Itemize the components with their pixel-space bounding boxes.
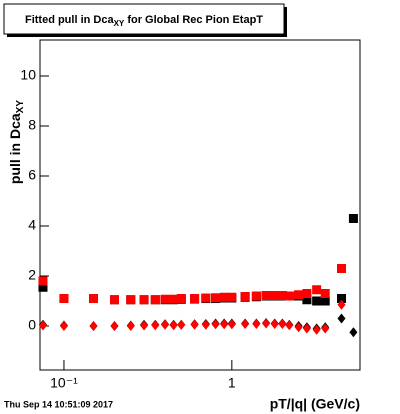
diamond-marker xyxy=(140,320,149,331)
diamond-marker xyxy=(294,322,303,333)
square-marker xyxy=(336,264,346,273)
y-tick-label: 2 xyxy=(28,267,36,283)
y-tick-label: 6 xyxy=(28,167,36,183)
diamond-marker xyxy=(201,319,210,330)
y-tick-label: 0 xyxy=(28,317,36,333)
diamond-marker xyxy=(285,320,294,331)
square-marker xyxy=(302,289,312,298)
diamond-marker xyxy=(349,327,358,338)
diamond-marker xyxy=(270,319,279,329)
y-label-part: pull in Dca xyxy=(7,113,23,184)
diamond-marker xyxy=(337,299,346,310)
square-marker xyxy=(201,293,211,303)
diamond-marker xyxy=(227,319,236,330)
title-box xyxy=(3,3,285,35)
y-tick-label: 10 xyxy=(20,67,36,83)
square-marker xyxy=(190,294,200,303)
square-marker xyxy=(139,295,149,305)
diamond-marker xyxy=(110,321,119,331)
square-marker xyxy=(59,294,69,303)
diamond-marker xyxy=(241,319,250,329)
square-marker xyxy=(302,295,312,305)
chart-title: Fitted pull in DcaXY for Global Rec Pion… xyxy=(25,14,263,28)
diamond-marker xyxy=(177,319,186,330)
square-marker xyxy=(109,295,119,305)
square-marker xyxy=(277,291,287,300)
square-marker xyxy=(240,292,250,301)
square-marker xyxy=(312,296,322,306)
square-marker xyxy=(251,291,261,301)
x-tick-label: 10⁻¹ xyxy=(50,375,78,391)
square-marker xyxy=(294,290,304,300)
title-sub: XY xyxy=(114,19,125,28)
x-axis-label: pT/|q| (GeV/c) xyxy=(270,396,360,412)
square-marker xyxy=(320,296,330,306)
diamond-marker xyxy=(190,319,199,330)
diamond-marker xyxy=(89,321,98,331)
square-marker xyxy=(227,292,237,302)
diamond-marker xyxy=(169,320,178,331)
square-marker xyxy=(320,289,330,298)
diamond-marker xyxy=(38,320,47,331)
diamond-marker xyxy=(161,319,170,330)
diamond-marker xyxy=(220,319,229,330)
square-marker xyxy=(89,294,99,303)
square-marker xyxy=(348,214,358,223)
diamond-marker xyxy=(211,319,220,330)
diamond-marker xyxy=(126,321,135,331)
square-marker xyxy=(160,294,170,304)
y-axis-label: pull in DcaXY xyxy=(7,100,26,184)
title-part: for Global Rec Pion EtapT xyxy=(124,14,263,26)
diamond-marker xyxy=(302,323,311,334)
square-marker xyxy=(219,292,229,302)
y-tick-label: 4 xyxy=(28,217,36,233)
square-marker xyxy=(169,294,179,304)
y-tick-label: 8 xyxy=(28,117,36,133)
diamond-marker xyxy=(278,319,287,329)
square-marker xyxy=(336,294,346,303)
square-marker xyxy=(126,295,136,305)
y-label-sub: XY xyxy=(15,100,26,114)
diamond-marker xyxy=(59,321,68,331)
diamond-marker xyxy=(312,324,321,335)
diamond-marker xyxy=(151,320,160,331)
diamond-marker xyxy=(252,319,261,329)
diamond-marker xyxy=(337,313,346,324)
square-marker xyxy=(150,295,160,305)
frame xyxy=(39,39,361,371)
timestamp: Thu Sep 14 10:51:09 2017 xyxy=(4,399,113,409)
diamond-marker xyxy=(262,318,271,329)
square-marker xyxy=(38,276,48,286)
square-marker xyxy=(176,294,186,303)
square-marker xyxy=(270,291,280,300)
square-marker xyxy=(284,291,294,301)
square-marker xyxy=(312,285,322,295)
square-marker xyxy=(38,282,48,292)
square-marker xyxy=(211,293,221,303)
title-part: Fitted pull in Dca xyxy=(25,14,114,26)
square-marker xyxy=(261,291,271,300)
diamond-marker xyxy=(321,323,330,334)
x-tick-label: 1 xyxy=(228,375,236,391)
